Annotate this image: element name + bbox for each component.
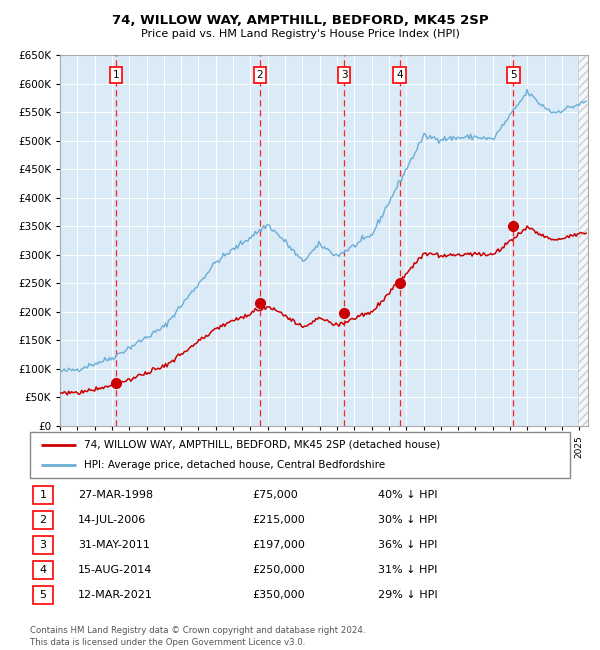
Text: 2: 2 bbox=[256, 70, 263, 80]
Text: Price paid vs. HM Land Registry's House Price Index (HPI): Price paid vs. HM Land Registry's House … bbox=[140, 29, 460, 38]
Text: 36% ↓ HPI: 36% ↓ HPI bbox=[378, 540, 437, 550]
Text: £350,000: £350,000 bbox=[252, 590, 305, 600]
Text: 4: 4 bbox=[397, 70, 403, 80]
Text: 12-MAR-2021: 12-MAR-2021 bbox=[78, 590, 153, 600]
Text: 3: 3 bbox=[40, 540, 46, 550]
Text: 40% ↓ HPI: 40% ↓ HPI bbox=[378, 490, 437, 500]
Text: 1: 1 bbox=[113, 70, 119, 80]
Text: £250,000: £250,000 bbox=[252, 565, 305, 575]
Text: 74, WILLOW WAY, AMPTHILL, BEDFORD, MK45 2SP (detached house): 74, WILLOW WAY, AMPTHILL, BEDFORD, MK45 … bbox=[84, 439, 440, 450]
Text: 15-AUG-2014: 15-AUG-2014 bbox=[78, 565, 152, 575]
Text: 14-JUL-2006: 14-JUL-2006 bbox=[78, 515, 146, 525]
Text: £197,000: £197,000 bbox=[252, 540, 305, 550]
Text: 5: 5 bbox=[40, 590, 46, 600]
Text: £75,000: £75,000 bbox=[252, 490, 298, 500]
Text: 31-MAY-2011: 31-MAY-2011 bbox=[78, 540, 150, 550]
Text: 4: 4 bbox=[40, 565, 46, 575]
Text: 1: 1 bbox=[40, 490, 46, 500]
Text: £215,000: £215,000 bbox=[252, 515, 305, 525]
Text: 2: 2 bbox=[40, 515, 46, 525]
Text: 3: 3 bbox=[341, 70, 347, 80]
Text: 74, WILLOW WAY, AMPTHILL, BEDFORD, MK45 2SP: 74, WILLOW WAY, AMPTHILL, BEDFORD, MK45 … bbox=[112, 14, 488, 27]
Text: 5: 5 bbox=[510, 70, 517, 80]
Text: 27-MAR-1998: 27-MAR-1998 bbox=[78, 490, 153, 500]
Text: 30% ↓ HPI: 30% ↓ HPI bbox=[378, 515, 437, 525]
Text: HPI: Average price, detached house, Central Bedfordshire: HPI: Average price, detached house, Cent… bbox=[84, 460, 385, 471]
Text: 29% ↓ HPI: 29% ↓ HPI bbox=[378, 590, 437, 600]
Text: 31% ↓ HPI: 31% ↓ HPI bbox=[378, 565, 437, 575]
Text: Contains HM Land Registry data © Crown copyright and database right 2024.
This d: Contains HM Land Registry data © Crown c… bbox=[30, 626, 365, 647]
